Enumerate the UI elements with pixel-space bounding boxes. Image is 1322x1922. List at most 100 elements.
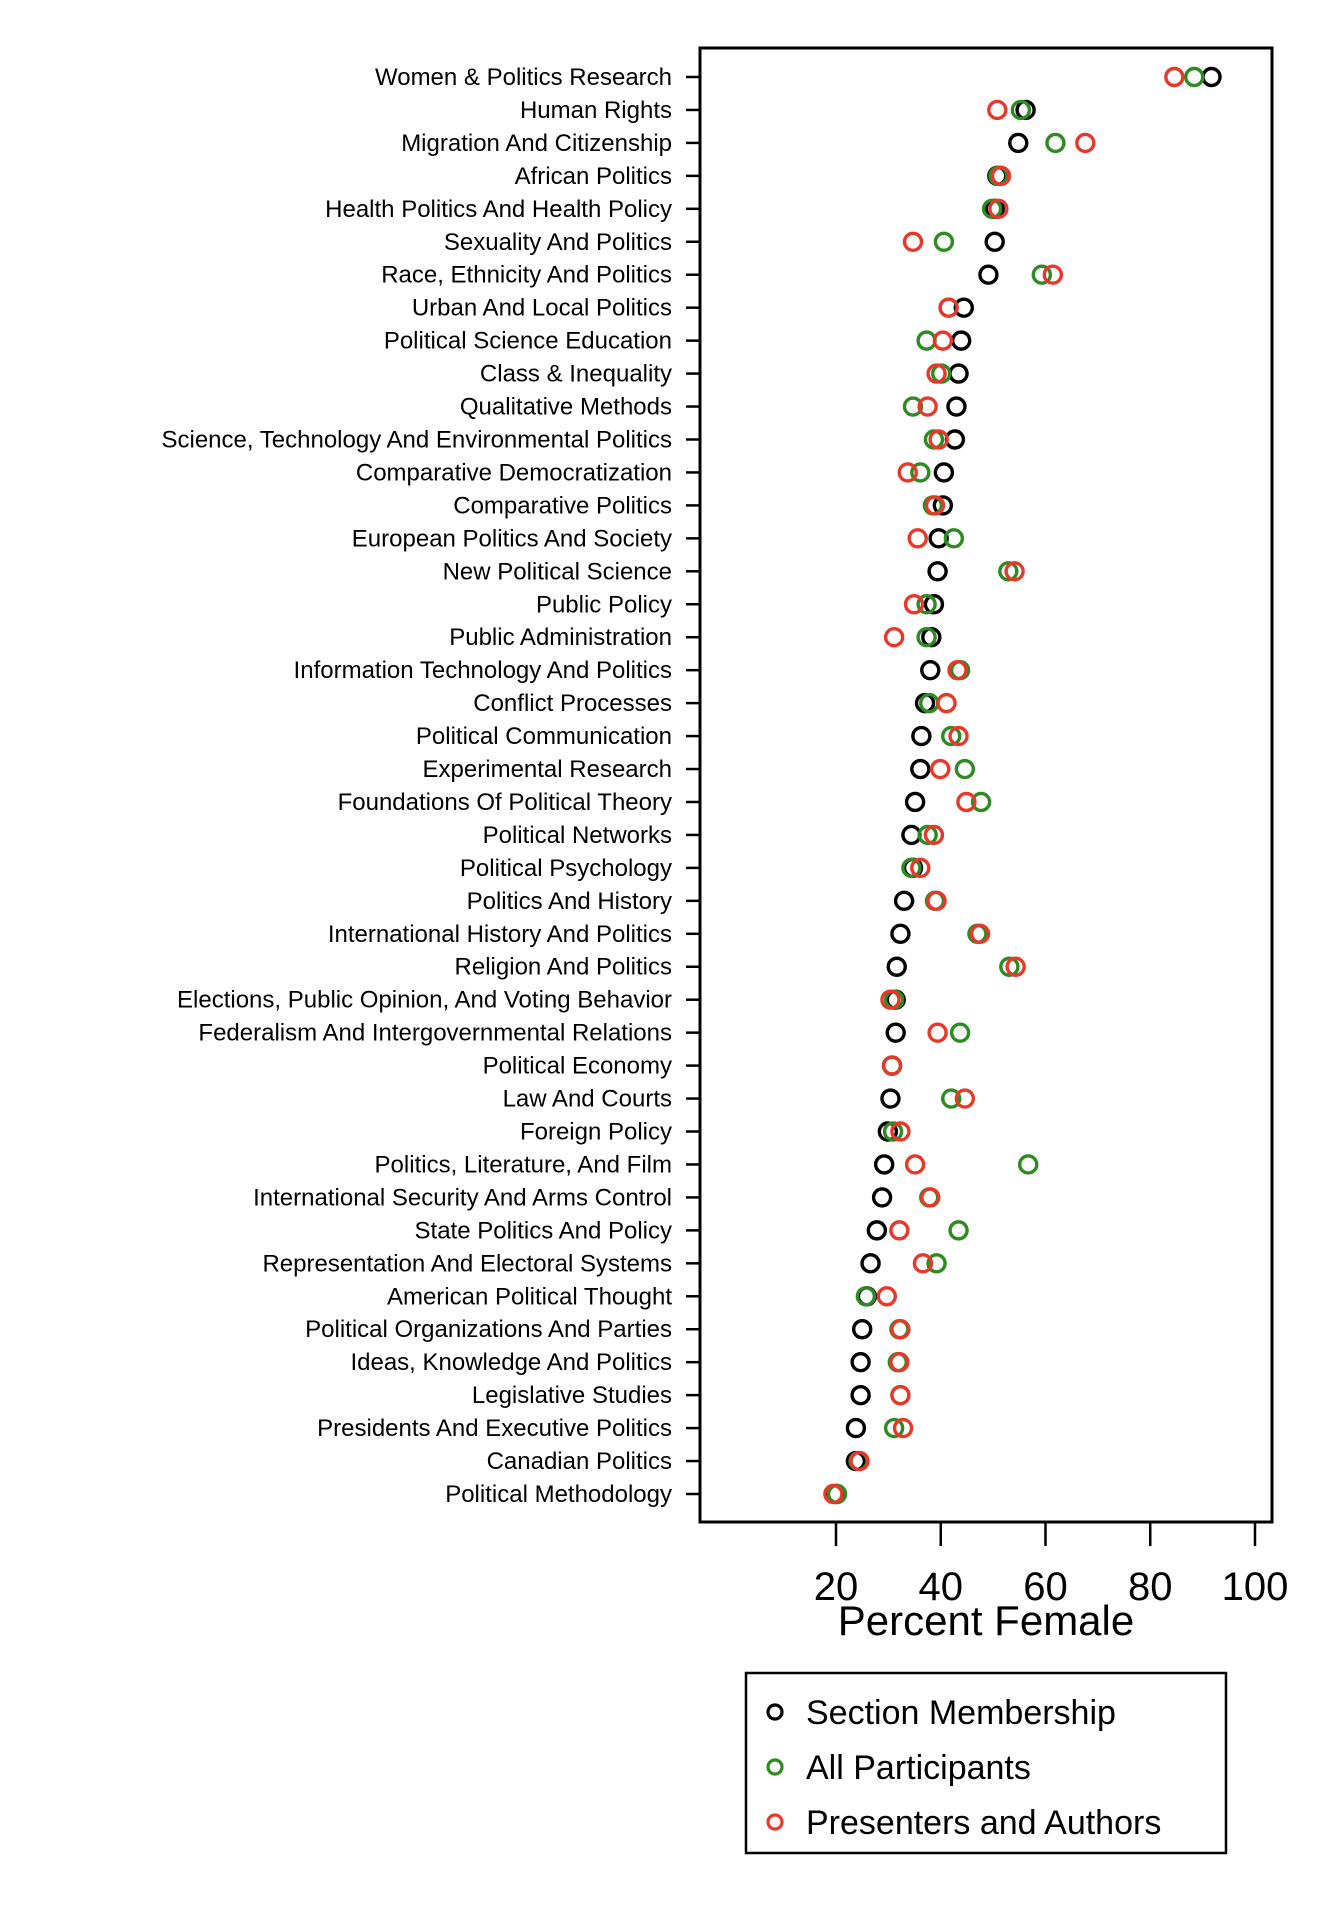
category-label: Presidents And Executive Politics	[317, 1415, 672, 1442]
point-presenters-and-authors	[987, 99, 1008, 121]
category-label: Political Science Education	[384, 328, 672, 355]
legend-label: Section Membership	[806, 1694, 1116, 1732]
category-label: Law And Courts	[503, 1086, 672, 1113]
point-presenters-and-authors	[926, 890, 947, 912]
legend-marker	[766, 1758, 784, 1776]
point-all-participants	[941, 1088, 962, 1109]
point-presenters-and-authors	[1005, 956, 1026, 977]
point-all-participants	[954, 758, 976, 780]
point-presenters-and-authors	[920, 1187, 941, 1208]
category-label: International Security And Arms Control	[253, 1184, 672, 1211]
point-section-membership	[850, 1351, 871, 1373]
point-section-membership	[932, 495, 954, 516]
category-label: European Politics And Society	[352, 525, 672, 552]
category-label: Women & Politics Research	[375, 64, 672, 91]
x-tick-label: 100	[1222, 1565, 1289, 1609]
point-section-membership	[984, 231, 1005, 252]
point-presenters-and-authors	[902, 231, 924, 252]
category-label: Religion And Politics	[455, 954, 672, 981]
point-presenters-and-authors	[1042, 264, 1064, 285]
point-section-membership	[1008, 132, 1029, 154]
category-label: Health Politics And Health Policy	[325, 196, 672, 223]
point-section-membership	[866, 1220, 888, 1241]
point-section-membership	[885, 1022, 906, 1043]
point-presenters-and-authors	[892, 1417, 914, 1439]
point-presenters-and-authors	[904, 1154, 926, 1175]
point-presenters-and-authors	[938, 297, 959, 318]
point-section-membership	[923, 594, 945, 615]
category-label: Representation And Electoral Systems	[262, 1250, 672, 1277]
legend: Section Membership All Participants Presen…	[744, 1671, 1228, 1855]
point-presenters-and-authors	[907, 528, 928, 549]
point-section-membership	[1201, 66, 1222, 88]
point-presenters-and-authors	[897, 462, 918, 483]
point-presenters-and-authors	[890, 1319, 911, 1340]
point-presenters-and-authors	[880, 989, 901, 1010]
plot-frame	[698, 46, 1274, 1524]
point-presenters-and-authors	[1075, 132, 1096, 154]
point-section-membership	[901, 824, 922, 846]
x-tick-label: 60	[1023, 1565, 1068, 1609]
y-axis: Women & Politics Research Human Rights Mig…	[161, 64, 700, 1508]
category-label: Sexuality And Politics	[444, 229, 672, 256]
category-label: Comparative Democratization	[356, 459, 672, 486]
point-all-participants	[916, 330, 937, 351]
point-all-participants	[1031, 264, 1053, 285]
point-presenters-and-authors	[881, 1055, 903, 1076]
legend-marker	[766, 1813, 784, 1831]
point-section-membership	[890, 923, 911, 944]
x-axis: 20 40 60 80 100	[814, 1522, 1289, 1609]
point-all-participants	[998, 561, 1019, 582]
point-presenters-and-authors	[923, 824, 945, 846]
point-presenters-and-authors	[930, 758, 951, 780]
category-label: Qualitative Methods	[460, 394, 672, 421]
point-presenters-and-authors	[988, 198, 1009, 220]
category-label: Ideas, Knowledge And Politics	[350, 1349, 672, 1376]
legend-box	[744, 1671, 1228, 1855]
point-all-participants	[1045, 132, 1066, 154]
point-section-membership	[904, 791, 926, 813]
point-section-membership	[920, 659, 941, 681]
category-label: Public Administration	[449, 624, 672, 651]
point-section-membership	[928, 528, 949, 549]
point-presenters-and-authors	[924, 495, 946, 516]
point-presenters-and-authors	[889, 1351, 910, 1373]
point-presenters-and-authors	[990, 165, 1012, 187]
point-presenters-and-authors	[910, 857, 931, 879]
point-all-participants	[1184, 66, 1205, 88]
legend-label: All Participants	[806, 1749, 1031, 1787]
point-all-participants	[943, 528, 965, 549]
point-all-participants	[981, 198, 1003, 220]
point-presenters-and-authors	[912, 1253, 934, 1274]
category-label: Federalism And Intergovernmental Relatio…	[198, 1020, 672, 1047]
point-section-membership	[950, 330, 972, 351]
point-section-membership	[978, 264, 999, 285]
point-all-participants	[902, 396, 924, 417]
category-label: New Political Science	[443, 558, 672, 585]
category-label: American Political Thought	[387, 1283, 672, 1310]
point-section-membership	[944, 429, 966, 450]
point-presenters-and-authors	[883, 627, 905, 648]
point-section-membership	[886, 956, 907, 977]
category-label: Foreign Policy	[520, 1119, 672, 1146]
category-label: Migration And Citizenship	[401, 130, 672, 157]
category-label: Political Methodology	[445, 1481, 672, 1508]
point-presenters-and-authors	[823, 1483, 844, 1505]
category-label: Conflict Processes	[473, 690, 672, 717]
point-all-participants	[883, 1417, 905, 1439]
point-all-participants	[999, 956, 1020, 977]
category-label: Foundations Of Political Theory	[338, 789, 672, 816]
point-all-participants	[926, 1253, 947, 1274]
point-presenters-and-authors	[849, 1450, 870, 1472]
category-label: Political Psychology	[460, 855, 672, 882]
point-section-membership	[880, 1088, 901, 1109]
point-section-membership	[860, 1253, 881, 1274]
category-label: Human Rights	[520, 97, 672, 124]
point-all-participants	[882, 1121, 904, 1142]
point-all-participants	[948, 1220, 969, 1241]
point-section-membership	[893, 890, 915, 912]
point-all-participants	[1010, 99, 1032, 121]
point-presenters-and-authors	[890, 1384, 911, 1406]
category-label: Race, Ethnicity And Politics	[381, 262, 672, 289]
category-label: Politics And History	[467, 888, 672, 915]
